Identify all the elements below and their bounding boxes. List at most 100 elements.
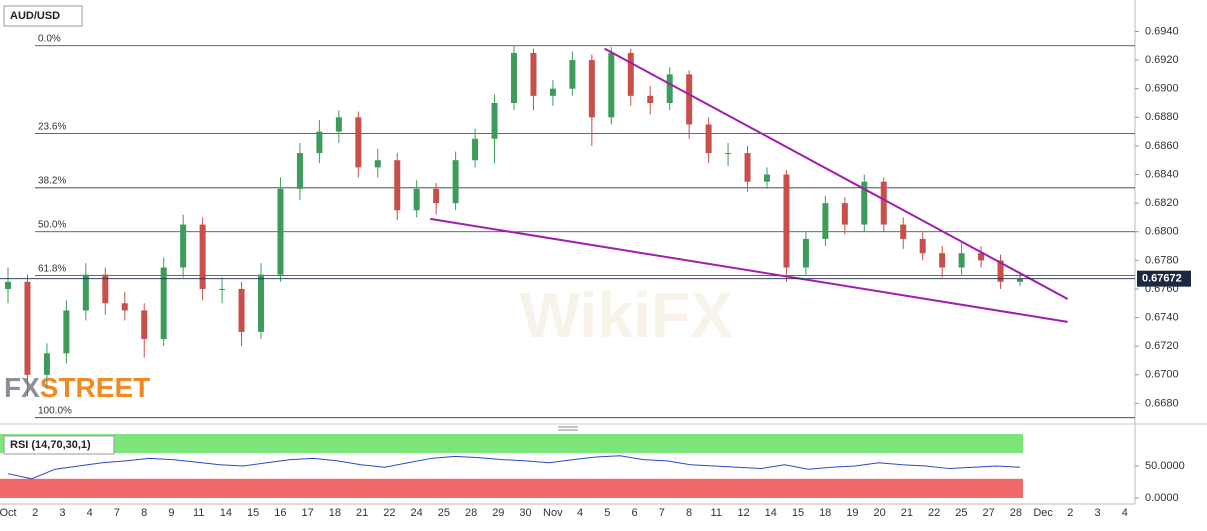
x-tick-label: 30 [519, 507, 531, 519]
x-tick-label: 22 [928, 507, 940, 519]
logo: FXSTREET [4, 372, 150, 403]
candle-body [958, 253, 965, 268]
candle-body [491, 102, 498, 139]
candle-body [277, 188, 284, 275]
candle-body [841, 203, 848, 225]
x-tick-label: Dec [1033, 507, 1053, 519]
x-tick-label: 22 [383, 507, 395, 519]
x-tick-label: 20 [874, 507, 886, 519]
candle-body [180, 224, 187, 268]
y-tick-label: 0.6840 [1145, 168, 1179, 180]
candle-body [880, 181, 887, 225]
candle-body [861, 181, 868, 225]
candle-body [316, 131, 323, 154]
x-tick-label: 28 [1010, 507, 1022, 519]
watermark: WikiFX [520, 279, 733, 351]
x-tick-label: 18 [819, 507, 831, 519]
x-tick-label: 14 [765, 507, 777, 519]
y-tick-label: 0.6880 [1145, 111, 1179, 123]
y-tick-label: 0.6780 [1145, 254, 1179, 266]
x-tick-label: 11 [711, 507, 722, 519]
candle-body [258, 274, 264, 332]
fib-label: 100.0% [38, 405, 72, 416]
candle-body [472, 138, 479, 161]
candle-body [802, 238, 809, 268]
x-tick-label: 25 [438, 507, 450, 519]
candle-body [219, 288, 226, 290]
x-tick-label: 14 [220, 507, 232, 519]
candle-body [355, 117, 362, 168]
candle-body [238, 288, 245, 332]
candle-body [978, 253, 985, 261]
x-tick-label: 8 [686, 507, 692, 519]
logo-suffix: STREET [40, 372, 150, 403]
symbol: AUD/USD [10, 10, 60, 22]
y-tick-label: 0.6940 [1145, 25, 1179, 37]
logo-prefix: FX [4, 372, 40, 403]
x-tick-label: 16 [274, 507, 286, 519]
y-tick-label: 0.6680 [1145, 397, 1179, 409]
x-tick-label: 18 [329, 507, 341, 519]
candle-body [549, 88, 556, 96]
y-tick-label: 0.6860 [1145, 140, 1179, 152]
x-tick-label: 24 [410, 507, 422, 519]
trendline [604, 47, 1069, 300]
candle-body [725, 153, 732, 155]
candle-body [939, 253, 946, 268]
candle-body [627, 52, 634, 96]
candle-body [588, 60, 595, 118]
x-tick-label: 28 [465, 507, 477, 519]
candle-body [764, 174, 770, 182]
candle-body [63, 310, 70, 354]
x-tick-label: 12 [737, 507, 749, 519]
candle-body [511, 52, 517, 103]
x-tick-label: 17 [302, 507, 314, 519]
x-tick-label: 21 [356, 507, 368, 519]
candle-body [102, 274, 109, 304]
x-tick-label: 7 [114, 507, 120, 519]
rsi-title: RSI (14,70,30,1) [10, 439, 91, 451]
fib-label: 61.8% [38, 263, 66, 274]
x-tick-label: Nov [543, 507, 563, 519]
candle-body [666, 74, 673, 103]
x-tick-label: 4 [577, 507, 583, 519]
candle-body [335, 117, 342, 132]
x-tick-label: 3 [1095, 507, 1101, 519]
fib-label: 23.6% [38, 121, 66, 132]
candle-body [24, 281, 31, 375]
candle-body [452, 160, 459, 204]
candle-body [160, 267, 167, 340]
x-tick-label: 25 [955, 507, 967, 519]
y-tick-label: 0.6800 [1145, 226, 1179, 238]
candle-body [413, 188, 420, 211]
y-tick-label: 0.6740 [1145, 311, 1179, 323]
x-tick-label: 15 [792, 507, 804, 519]
candle-body [5, 281, 11, 289]
x-tick-label: 15 [247, 507, 259, 519]
last-price-tag [1137, 270, 1191, 287]
candle-body [296, 153, 303, 189]
rsi-line [7, 455, 1021, 480]
x-tick-label: 5 [604, 507, 610, 519]
candle-body [997, 260, 1004, 282]
x-tick-label: 27 [983, 507, 995, 519]
symbol-box [3, 5, 83, 27]
overbought-band [0, 434, 1023, 454]
x-tick-label: 6 [631, 507, 637, 519]
rsi-title-box [3, 435, 115, 455]
candle-body [900, 224, 907, 239]
candle-body [608, 52, 615, 118]
x-tick-label: 4 [1122, 507, 1128, 519]
last-price-label: 0.67672 [1142, 273, 1182, 285]
y-tick-label: 0.6720 [1145, 340, 1179, 352]
x-tick-label: 29 [492, 507, 504, 519]
candle-body [919, 238, 926, 254]
candle-body [433, 188, 440, 204]
candle-body [744, 153, 751, 182]
rsi-tick-label: 0.0000 [1145, 492, 1179, 504]
x-tick-label: 11 [193, 507, 204, 519]
oversold-band [0, 478, 1023, 498]
candle-body [1017, 278, 1023, 282]
